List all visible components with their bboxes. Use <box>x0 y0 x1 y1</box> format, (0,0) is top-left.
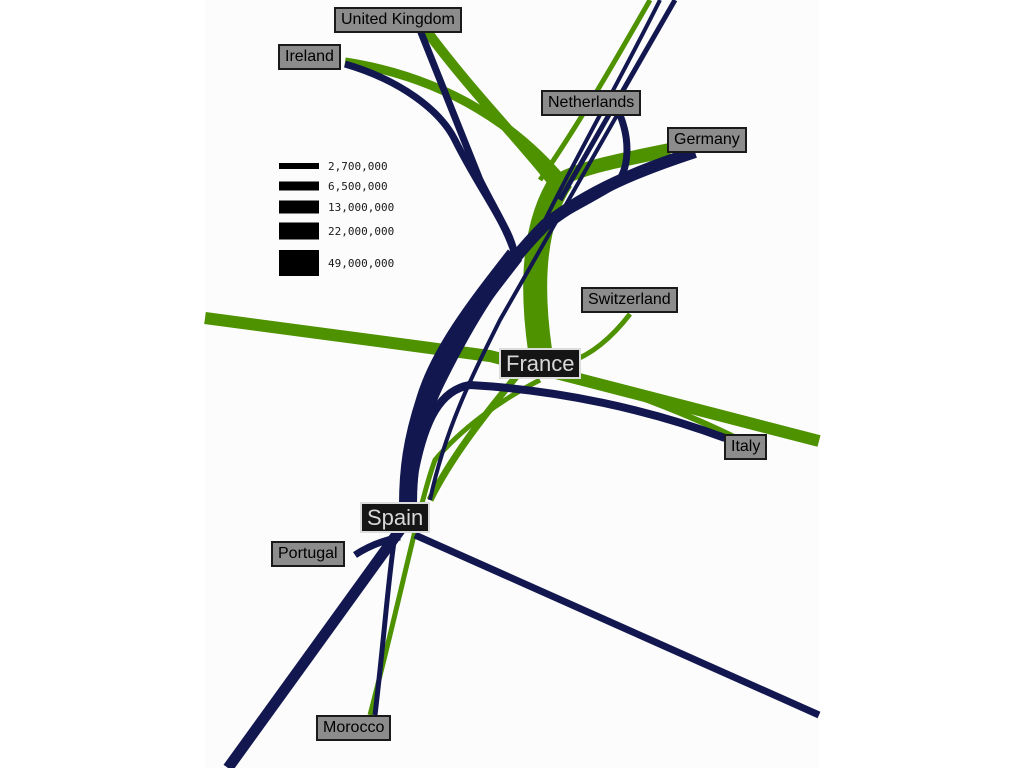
navy-flows <box>223 0 821 768</box>
flow-line <box>428 109 622 501</box>
legend-swatch <box>279 222 319 240</box>
flow-line <box>411 380 727 471</box>
legend-label: 6,500,000 <box>328 180 388 193</box>
place-label-italy: Italy <box>724 434 768 460</box>
legend-swatch <box>279 181 319 191</box>
place-label-portugal: Portugal <box>271 541 345 567</box>
legend-swatch <box>279 250 319 276</box>
place-label-switzerland: Switzerland <box>581 287 678 313</box>
place-label-united-kingdom: United Kingdom <box>334 7 462 33</box>
flow-line <box>344 57 566 183</box>
legend-label: 13,000,000 <box>328 201 394 214</box>
legend-swatch <box>279 163 319 169</box>
flow-line <box>421 27 559 189</box>
flow-line <box>413 531 821 719</box>
legend-swatch <box>279 200 319 214</box>
hub-label-france: France <box>499 348 582 379</box>
place-label-germany: Germany <box>667 127 747 153</box>
place-label-netherlands: Netherlands <box>541 90 642 116</box>
legend-label: 49,000,000 <box>328 257 394 270</box>
flow-line <box>543 113 631 229</box>
hub-label-spain: Spain <box>360 502 431 533</box>
legend-label: 2,700,000 <box>328 160 388 173</box>
legend-label: 22,000,000 <box>328 225 394 238</box>
flow-line <box>399 249 523 506</box>
flow-line <box>416 28 519 261</box>
flow-line <box>523 173 573 352</box>
legend: 2,700,000 6,500,000 13,000,000 22,000,000 49… <box>279 160 394 276</box>
flow-line <box>559 367 742 443</box>
flow-line <box>223 526 405 768</box>
flow-line <box>372 534 398 716</box>
place-label-morocco: Morocco <box>316 715 392 741</box>
flow-line <box>204 312 821 447</box>
flow-line <box>367 377 542 716</box>
place-label-ireland: Ireland <box>278 44 341 70</box>
